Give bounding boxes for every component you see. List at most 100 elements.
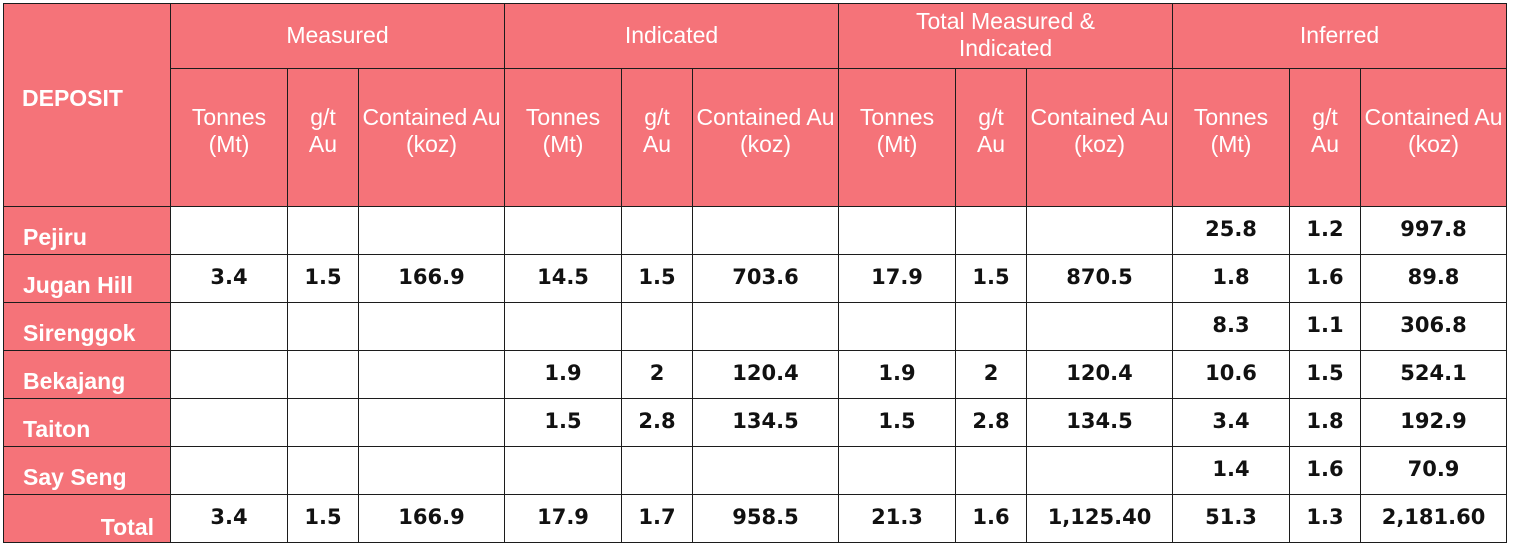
value-cell: 120.4	[1026, 350, 1174, 399]
value-cell	[287, 350, 359, 399]
value-cell: 1.9	[838, 350, 957, 399]
subheader-tonnes: Tonnes (Mt)	[838, 68, 957, 207]
value-cell: 51.3	[1172, 494, 1291, 543]
subheader-tonnes: Tonnes (Mt)	[170, 68, 288, 207]
table-row: Taiton 1.5 2.8 134.5 1.5 2.8 134.5 3.4 1.8 192.9	[3, 398, 1508, 447]
value-cell: 14.5	[504, 254, 623, 303]
value-cell	[357, 398, 506, 447]
value-cell: 1.5	[838, 398, 957, 447]
value-cell: 134.5	[1026, 398, 1174, 447]
total-label: Total	[3, 494, 171, 543]
value-cell: 2.8	[621, 398, 694, 447]
value-cell: 17.9	[838, 254, 957, 303]
value-cell	[287, 302, 359, 351]
value-cell: 70.9	[1360, 446, 1508, 495]
value-cell: 120.4	[692, 350, 840, 399]
value-cell	[504, 206, 623, 255]
subheader-tonnes: Tonnes (Mt)	[504, 68, 623, 207]
group-header-total-text: Total Measured & Indicated	[916, 8, 1095, 61]
value-cell: 1.6	[1289, 446, 1362, 495]
value-cell: 3.4	[170, 494, 288, 543]
subheader-grade-text: g/t Au	[1310, 103, 1340, 157]
value-cell: 1.6	[1289, 254, 1362, 303]
value-cell	[1026, 206, 1174, 255]
deposit-name: Jugan Hill	[3, 254, 171, 303]
value-cell	[692, 206, 840, 255]
value-cell: 8.3	[1172, 302, 1291, 351]
value-cell: 134.5	[692, 398, 840, 447]
value-cell	[170, 206, 288, 255]
subheader-grade-text: g/t Au	[642, 103, 672, 157]
value-cell	[955, 302, 1028, 351]
subheader-contained: Contained Au (koz)	[357, 68, 506, 207]
value-cell	[287, 446, 359, 495]
value-cell	[357, 302, 506, 351]
value-cell: 2,181.60	[1360, 494, 1508, 543]
value-cell	[955, 206, 1028, 255]
value-cell: 192.9	[1360, 398, 1508, 447]
group-header-indicated: Indicated	[504, 3, 840, 69]
table-body: Pejiru 25.8 1.2 997.8 Jugan Hill 3.4 1.5 166.9 1…	[3, 206, 1508, 543]
value-cell	[357, 350, 506, 399]
table-row: Say Seng 1.4 1.6 70.9	[3, 446, 1508, 495]
subheader-grade-text: g/t Au	[308, 103, 338, 157]
value-cell: 1.5	[1289, 350, 1362, 399]
value-cell: 1.9	[504, 350, 623, 399]
value-cell: 2	[621, 350, 694, 399]
value-cell: 1.4	[1172, 446, 1291, 495]
value-cell: 1.8	[1172, 254, 1291, 303]
value-cell	[838, 446, 957, 495]
subheader-tonnes: Tonnes (Mt)	[1172, 68, 1291, 207]
value-cell: 1,125.40	[1026, 494, 1174, 543]
value-cell: 1.7	[621, 494, 694, 543]
subheader-grade: g/t Au	[1289, 68, 1362, 207]
value-cell	[955, 446, 1028, 495]
header-row-groups: DEPOSIT Measured Indicated Total Measure…	[3, 3, 1508, 207]
subheader-grade: g/t Au	[955, 68, 1028, 207]
value-cell: 166.9	[357, 254, 506, 303]
value-cell	[621, 206, 694, 255]
deposit-name: Say Seng	[3, 446, 171, 495]
value-cell	[170, 350, 288, 399]
value-cell	[838, 302, 957, 351]
resource-table: DEPOSIT Measured Indicated Total Measure…	[3, 3, 1508, 543]
value-cell	[1026, 446, 1174, 495]
value-cell: 1.1	[1289, 302, 1362, 351]
value-cell: 958.5	[692, 494, 840, 543]
value-cell: 21.3	[838, 494, 957, 543]
value-cell: 524.1	[1360, 350, 1508, 399]
value-cell: 25.8	[1172, 206, 1291, 255]
table-row: Jugan Hill 3.4 1.5 166.9 14.5 1.5 703.6 17.9 1.5…	[3, 254, 1508, 303]
value-cell	[504, 446, 623, 495]
group-header-total-measured-indicated: Total Measured & Indicated	[838, 3, 1174, 69]
value-cell: 997.8	[1360, 206, 1508, 255]
total-row: Total 3.4 1.5 166.9 17.9 1.7 958.5 21.3 1.6 1,125…	[3, 494, 1508, 543]
value-cell	[357, 206, 506, 255]
deposit-name: Bekajang	[3, 350, 171, 399]
group-header-measured: Measured	[169, 3, 506, 69]
value-cell	[287, 206, 359, 255]
value-cell: 3.4	[170, 254, 288, 303]
value-cell: 17.9	[504, 494, 623, 543]
group-header-inferred: Inferred	[1172, 3, 1508, 69]
table-row: Bekajang 1.9 2 120.4 1.9 2 120.4 10.6 1.5 524.1	[3, 350, 1508, 399]
value-cell	[170, 446, 288, 495]
value-cell: 89.8	[1360, 254, 1508, 303]
value-cell	[504, 302, 623, 351]
value-cell	[838, 206, 957, 255]
value-cell: 306.8	[1360, 302, 1508, 351]
value-cell: 2	[955, 350, 1028, 399]
value-cell	[1026, 302, 1174, 351]
deposit-name: Taiton	[3, 398, 171, 447]
value-cell	[170, 302, 288, 351]
header-row-subcolumns: Tonnes (Mt) g/t Au Contained Au (koz) To…	[4, 68, 1508, 207]
value-cell: 3.4	[1172, 398, 1291, 447]
deposit-name: Sirenggok	[3, 302, 171, 351]
subheader-grade: g/t Au	[287, 68, 359, 207]
value-cell	[287, 398, 359, 447]
value-cell: 1.3	[1289, 494, 1362, 543]
subheader-contained: Contained Au (koz)	[1360, 68, 1508, 207]
deposit-header: DEPOSIT	[3, 3, 171, 207]
value-cell	[357, 446, 506, 495]
table-row: Pejiru 25.8 1.2 997.8	[3, 206, 1508, 255]
